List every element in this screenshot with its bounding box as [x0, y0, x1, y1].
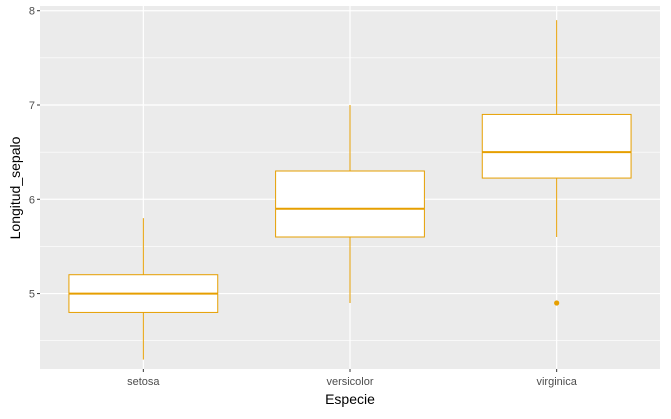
x-tick-label: setosa: [127, 376, 160, 388]
y-tick-label: 5: [29, 289, 35, 301]
x-axis-title: Especie: [325, 391, 375, 407]
outlier-point: [554, 300, 560, 306]
x-tick-label: virginica: [536, 376, 577, 388]
y-tick-label: 7: [29, 100, 35, 112]
box-iqr: [481, 113, 632, 179]
box-virginica: [481, 20, 632, 306]
y-axis-title: Longitud_sepalo: [7, 136, 23, 239]
box-versicolor: [275, 105, 425, 303]
x-tick-label: versicolor: [326, 376, 373, 388]
box-layer: [68, 20, 632, 360]
tick-layer: 5 6 7 8 setosa versicolor virginica: [29, 6, 578, 388]
box-setosa: [68, 218, 219, 360]
y-tick-label: 8: [29, 6, 35, 18]
y-tick-label: 6: [29, 194, 35, 206]
box-iqr: [275, 170, 425, 238]
